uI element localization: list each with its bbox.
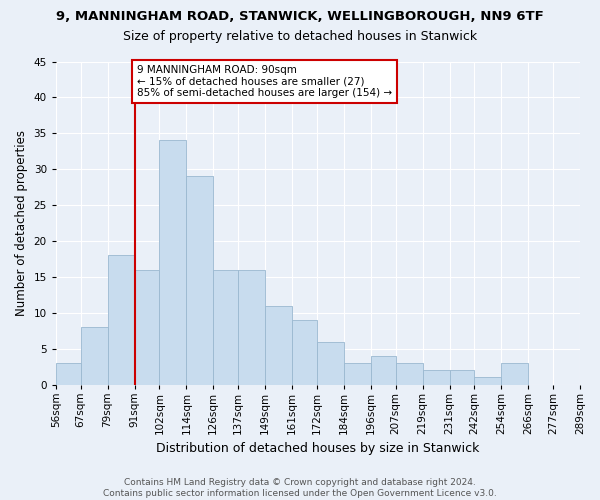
Bar (395, 363, 422, 384)
Bar (474, 378, 501, 384)
Bar (371, 356, 395, 384)
Bar (265, 306, 292, 384)
Bar (56, 363, 80, 384)
Bar (449, 370, 474, 384)
Text: Contains HM Land Registry data © Crown copyright and database right 2024.
Contai: Contains HM Land Registry data © Crown c… (103, 478, 497, 498)
Text: 9, MANNINGHAM ROAD, STANWICK, WELLINGBOROUGH, NN9 6TF: 9, MANNINGHAM ROAD, STANWICK, WELLINGBOR… (56, 10, 544, 23)
Bar (80, 327, 107, 384)
Bar (238, 270, 265, 384)
Bar (501, 363, 528, 384)
Bar (422, 370, 449, 384)
Bar (344, 363, 371, 384)
X-axis label: Distribution of detached houses by size in Stanwick: Distribution of detached houses by size … (156, 442, 479, 455)
Bar (107, 256, 134, 384)
Text: Size of property relative to detached houses in Stanwick: Size of property relative to detached ho… (123, 30, 477, 43)
Bar (292, 320, 317, 384)
Bar (134, 270, 160, 384)
Bar (160, 140, 187, 384)
Bar (187, 176, 214, 384)
Y-axis label: Number of detached properties: Number of detached properties (15, 130, 28, 316)
Bar (317, 342, 344, 384)
Bar (214, 270, 238, 384)
Text: 9 MANNINGHAM ROAD: 90sqm
← 15% of detached houses are smaller (27)
85% of semi-d: 9 MANNINGHAM ROAD: 90sqm ← 15% of detach… (137, 65, 392, 98)
